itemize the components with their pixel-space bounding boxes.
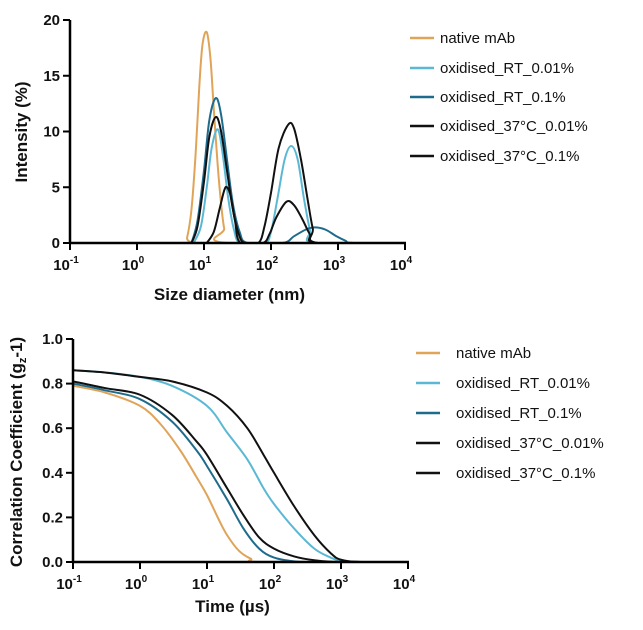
y-tick-label: 0.6 — [42, 420, 63, 437]
x-tick-label: 10-1 — [53, 255, 79, 274]
legend-label: native mAb — [456, 345, 531, 362]
x-axis-title: Time (µs) — [195, 597, 270, 616]
legend-label: oxidised_37°C_0.1% — [440, 148, 579, 165]
legend-label: oxidised_RT_0.01% — [440, 60, 574, 77]
y-tick-label: 0.0 — [42, 554, 63, 571]
y-axis-title: Intensity (%) — [12, 81, 31, 182]
y-tick-label: 10 — [43, 124, 60, 141]
series-line-1 — [101, 30, 405, 245]
x-tick-label: 101 — [189, 255, 212, 274]
y-axis-title: Correlation Coefficient (gz-1) — [7, 337, 29, 567]
series-line-4 — [72, 369, 408, 563]
y-tick-label: 15 — [43, 68, 60, 85]
legend-label: oxidised_RT_0.01% — [456, 375, 590, 392]
y-tick-label: 0 — [52, 235, 60, 252]
y-tick-label: 0.8 — [42, 376, 63, 393]
legend-label: native mAb — [440, 30, 515, 47]
series-line-5 — [72, 380, 408, 563]
x-tick-label: 10-1 — [56, 574, 82, 593]
legend-label: oxidised_37°C_0.01% — [456, 435, 604, 452]
x-axis-title: Size diameter (nm) — [154, 285, 305, 304]
series-line-1 — [72, 384, 408, 564]
y-tick-label: 0.2 — [42, 509, 63, 526]
x-tick-label: 104 — [390, 255, 413, 274]
x-tick-label: 102 — [256, 255, 279, 274]
x-tick-label: 104 — [393, 574, 416, 593]
x-tick-label: 101 — [192, 574, 215, 593]
legend-label: oxidised_RT_0.1% — [456, 405, 582, 422]
chart-1: native mAb oxidised_RT_0.01% oxidised_RT_0… — [12, 12, 588, 304]
x-tick-label: 100 — [122, 255, 145, 274]
legend-label: oxidised_RT_0.1% — [440, 89, 566, 106]
x-tick-label: 102 — [259, 574, 282, 593]
y-tick-label: 20 — [43, 12, 60, 29]
y-tick-label: 1.0 — [42, 331, 63, 348]
legend-label: oxidised_37°C_0.1% — [456, 465, 595, 482]
y-tick-label: 5 — [52, 179, 60, 196]
legend-label: oxidised_37°C_0.01% — [440, 118, 588, 135]
y-tick-label: 0.4 — [42, 465, 64, 482]
series-line-3 — [72, 382, 408, 564]
x-tick-label: 100 — [125, 574, 148, 593]
chart-2: native mAb oxidised_RT_0.01% oxidised_RT_0… — [7, 331, 604, 616]
x-tick-label: 103 — [326, 574, 349, 593]
x-tick-label: 103 — [323, 255, 346, 274]
